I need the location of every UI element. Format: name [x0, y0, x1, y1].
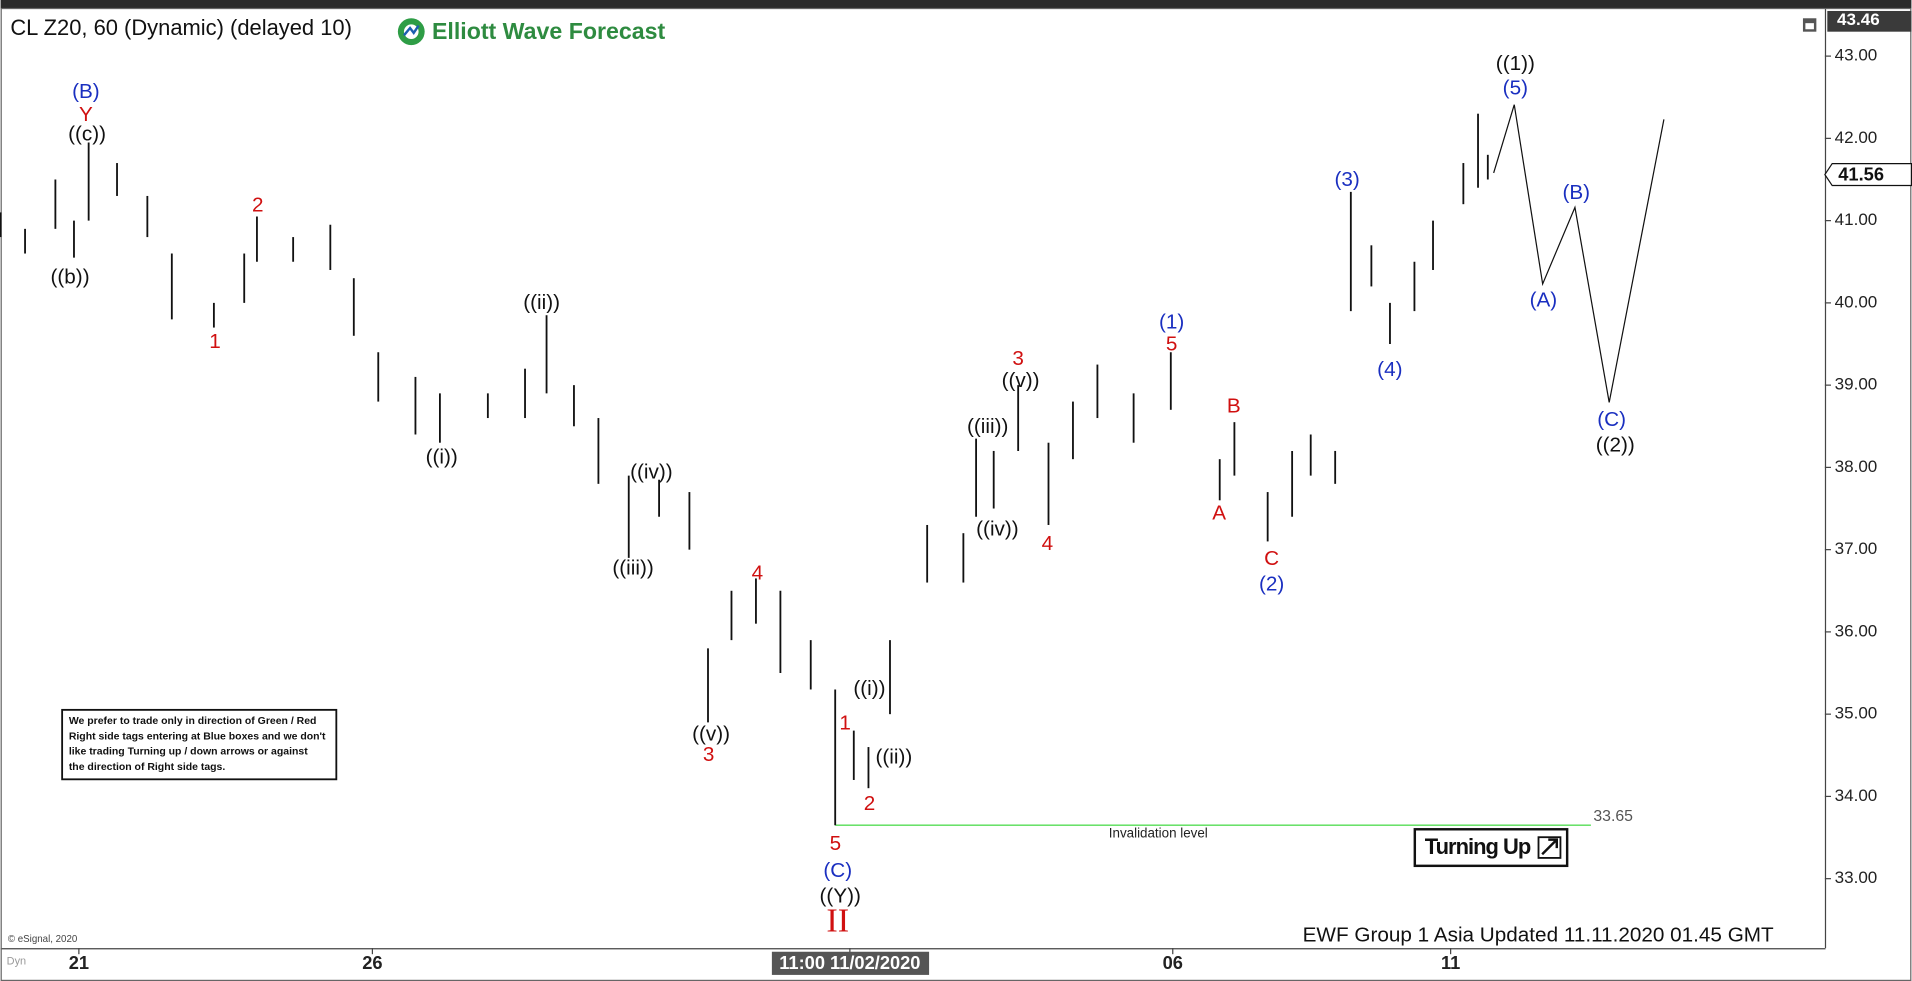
note-box: We prefer to trade only in direction of …	[61, 708, 338, 781]
wave-label: ((ii))	[523, 291, 560, 314]
wave-label: (B)	[1562, 181, 1590, 204]
y-tick-label: 42.00	[1835, 128, 1878, 147]
mode-label: Dyn	[7, 955, 26, 967]
y-tick-label: 39.00	[1835, 375, 1878, 394]
logo: Elliott Wave Forecast	[397, 18, 665, 46]
wave-label: 2	[864, 792, 876, 815]
wave-label: ((iii))	[967, 415, 1008, 438]
x-tick-label: 06	[1163, 952, 1183, 973]
wave-label: 3	[703, 743, 715, 766]
wave-label: 1	[839, 711, 851, 734]
wave-label: II	[826, 903, 849, 940]
top-frame	[0, 0, 1912, 9]
signal-text: Turning Up	[1425, 834, 1531, 859]
wave-label: (C)	[823, 859, 852, 882]
wave-label: B	[1227, 394, 1241, 417]
wave-label: ((i))	[426, 446, 458, 469]
projection-line	[1493, 104, 1665, 403]
last-price-tag	[1824, 162, 1912, 187]
y-tick-label: 33.00	[1835, 868, 1878, 887]
y-tick-label: 36.00	[1835, 621, 1878, 640]
wave-label: ((v))	[1002, 369, 1040, 392]
wave-label: 1	[209, 330, 221, 353]
wave-label: ((1))	[1496, 52, 1535, 75]
logo-icon-inner	[403, 24, 419, 39]
chart-title: CL Z20, 60 (Dynamic) (delayed 10)	[10, 15, 352, 40]
window-icon-inner	[1805, 23, 1814, 30]
wave-label: ((Y))	[820, 884, 861, 907]
wave-label: (C)	[1597, 408, 1626, 431]
wave-label: 5	[830, 832, 842, 855]
wave-label: (5)	[1503, 76, 1528, 99]
y-tick-label: 40.00	[1835, 292, 1878, 311]
wave-label: Y	[79, 103, 93, 126]
note-line: like trading Turning up / down arrows or…	[69, 747, 308, 758]
invalidation-value: 33.65	[1593, 808, 1633, 825]
logo-wave	[403, 24, 420, 37]
y-tick-label: 43.00	[1835, 46, 1878, 65]
x-tick-label: 11:00 11/02/2020	[779, 952, 920, 973]
x-tick-label: 11	[1441, 952, 1460, 973]
top-range-tag	[1827, 10, 1912, 32]
note-frame	[61, 708, 338, 781]
wave-label: (4)	[1377, 358, 1402, 381]
wave-label: ((b))	[51, 265, 90, 288]
y-tick-label: 38.00	[1835, 457, 1878, 476]
note-line: the direction of Right side tags.	[69, 762, 226, 773]
signal-icon	[1537, 836, 1562, 859]
wave-label: ((iv))	[976, 518, 1019, 541]
note-line: We prefer to trade only in direction of …	[69, 716, 317, 727]
x-tick-label: 21	[69, 952, 89, 973]
copyright: © eSignal, 2020	[8, 934, 78, 945]
wave-label: (2)	[1259, 572, 1284, 595]
wave-label: A	[1212, 502, 1226, 525]
wave-label: ((ii))	[875, 745, 912, 768]
wave-label: ((iv))	[630, 460, 673, 483]
x-tick-label: 26	[362, 952, 382, 973]
top-range-label: 43.46	[1837, 10, 1880, 29]
y-tick-label: 35.00	[1835, 704, 1878, 723]
price-bars	[0, 113, 1489, 826]
wave-label: ((c))	[68, 123, 106, 146]
y-tick-label: 34.00	[1835, 786, 1878, 805]
wave-label: 2	[252, 193, 264, 216]
y-tick-label: 37.00	[1835, 539, 1878, 558]
logo-text: Elliott Wave Forecast	[432, 18, 665, 44]
wave-label: ((iii))	[612, 557, 653, 580]
wave-label: (B)	[72, 80, 100, 103]
wave-label: ((2))	[1596, 433, 1635, 456]
signal-frame	[1413, 828, 1569, 868]
wave-label: 4	[752, 561, 764, 584]
wave-label: (3)	[1335, 168, 1360, 191]
wave-label: 3	[1012, 347, 1024, 370]
x-tick-highlight	[771, 951, 930, 975]
wave-label: (1)	[1159, 310, 1184, 333]
last-price-label: 41.56	[1838, 164, 1884, 185]
frame	[0, 7, 1912, 981]
wave-label: 4	[1042, 532, 1054, 555]
y-tick-label: 41.00	[1835, 210, 1878, 229]
wave-label: ((i))	[853, 677, 885, 700]
signal-box: Turning Up	[1413, 828, 1569, 868]
note-line: Right side tags entering at Blue boxes a…	[69, 731, 326, 742]
wave-label: ((v))	[692, 722, 730, 745]
wave-label: 5	[1166, 332, 1178, 355]
signal-arrow	[1541, 838, 1559, 856]
wave-label: C	[1264, 547, 1279, 570]
wave-label: (A)	[1530, 288, 1558, 311]
footer: EWF Group 1 Asia Updated 11.11.2020 01.4…	[1303, 923, 1774, 946]
invalidation-label: Invalidation level	[1109, 825, 1208, 840]
